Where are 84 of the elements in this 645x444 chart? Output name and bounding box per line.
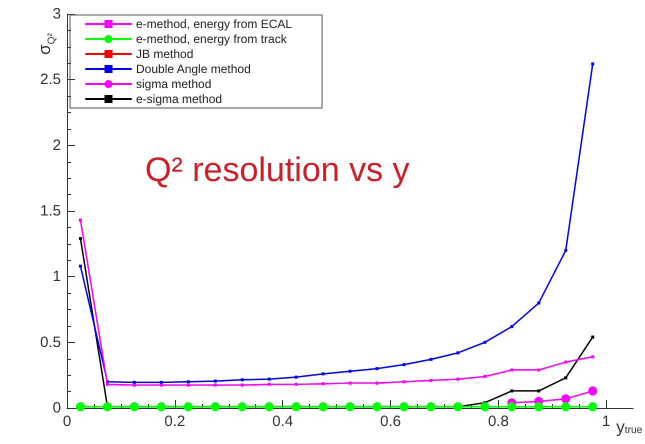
point <box>564 248 568 252</box>
point <box>214 384 217 387</box>
point <box>294 376 298 379</box>
point <box>322 372 325 376</box>
point <box>591 62 594 66</box>
point <box>78 264 82 268</box>
legend-label: e-sigma method <box>136 92 222 106</box>
point <box>588 402 598 412</box>
legend-label: sigma method <box>136 77 212 91</box>
point <box>561 402 570 412</box>
point <box>238 402 247 412</box>
point <box>240 384 244 387</box>
text: Q² resolution vs y <box>145 151 410 189</box>
point <box>561 394 570 404</box>
point <box>186 384 190 387</box>
point <box>534 402 544 412</box>
point <box>507 402 516 412</box>
point <box>510 325 514 328</box>
point <box>186 380 190 384</box>
x-tick-label: 0.6 <box>380 413 401 430</box>
point <box>106 382 109 386</box>
point <box>510 368 514 372</box>
point <box>429 358 432 361</box>
point <box>268 382 271 386</box>
x-tick-label: 0.2 <box>164 413 186 430</box>
point <box>184 402 193 412</box>
point <box>537 301 540 304</box>
point <box>76 402 85 412</box>
point <box>564 360 568 364</box>
point <box>429 378 432 382</box>
legend-label: Double Angle method <box>136 62 251 76</box>
point <box>102 402 112 412</box>
y-tick-label: 0 <box>52 400 61 416</box>
point <box>348 370 352 373</box>
y-tick-label: 0.5 <box>40 334 61 351</box>
point <box>483 374 486 378</box>
point <box>591 355 594 358</box>
point <box>453 402 462 412</box>
y-tick-label: 1 <box>52 268 61 286</box>
point <box>318 402 328 412</box>
y-tick-label: 2 <box>52 136 61 154</box>
point <box>156 402 166 412</box>
legend-label: JB method <box>136 47 194 61</box>
y-tick-label: 1.5 <box>40 202 61 220</box>
x-tick-label: 1 <box>602 413 610 430</box>
legend-label: e-method, energy from track <box>136 32 288 46</box>
point <box>348 382 352 385</box>
point <box>402 363 406 366</box>
point <box>483 340 486 344</box>
x-axis-title: ytrue <box>616 418 643 436</box>
point <box>510 389 514 392</box>
point <box>160 384 163 387</box>
y-tick-label: 3 <box>52 6 61 22</box>
point <box>591 336 594 339</box>
point <box>292 402 301 412</box>
point <box>456 378 460 381</box>
point <box>78 218 82 222</box>
y-tick-label: 2.5 <box>40 71 61 88</box>
point <box>426 402 436 412</box>
point <box>294 382 298 386</box>
point <box>400 402 408 412</box>
point <box>402 380 406 384</box>
point <box>78 237 82 240</box>
point <box>537 368 540 372</box>
x-tick-label: 0.4 <box>272 413 294 430</box>
point <box>268 378 271 381</box>
point <box>480 402 490 412</box>
point <box>240 378 244 382</box>
point <box>132 384 136 387</box>
point <box>376 367 379 370</box>
point <box>322 382 325 386</box>
point <box>214 380 217 383</box>
point <box>376 382 379 385</box>
point <box>564 376 568 380</box>
x-tick-label: 0.8 <box>488 413 509 430</box>
point <box>456 351 460 354</box>
point <box>346 402 355 412</box>
point <box>588 386 598 396</box>
point <box>130 402 139 412</box>
legend-label: e-method, energy from ECAL <box>136 17 292 31</box>
point <box>210 402 220 412</box>
point <box>264 402 274 412</box>
point <box>372 402 382 412</box>
point <box>537 389 540 392</box>
